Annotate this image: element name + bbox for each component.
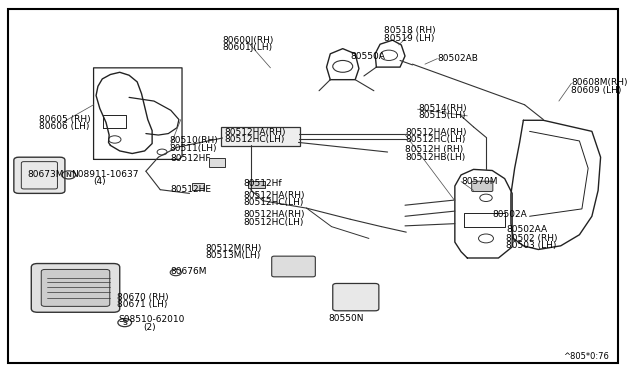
Text: 80512HC(LH): 80512HC(LH) <box>243 218 303 227</box>
Text: 80606 (LH): 80606 (LH) <box>39 122 89 131</box>
FancyBboxPatch shape <box>41 269 110 307</box>
Text: N: N <box>66 172 72 178</box>
FancyBboxPatch shape <box>248 181 266 188</box>
FancyBboxPatch shape <box>8 9 618 363</box>
Text: ^805*0:76: ^805*0:76 <box>563 352 609 361</box>
Text: 80512HE: 80512HE <box>171 185 212 194</box>
Text: 80512HA(RH): 80512HA(RH) <box>225 128 286 137</box>
FancyBboxPatch shape <box>221 126 300 147</box>
Text: 80502AA: 80502AA <box>506 225 547 234</box>
Text: 80605 (RH): 80605 (RH) <box>39 115 90 124</box>
FancyBboxPatch shape <box>192 183 204 190</box>
Text: 80670 (RH): 80670 (RH) <box>116 293 168 302</box>
Text: 80513M(LH): 80513M(LH) <box>205 251 261 260</box>
Text: 80600J(RH): 80600J(RH) <box>223 36 274 45</box>
Text: 80512HC(LH): 80512HC(LH) <box>243 198 303 207</box>
Text: 80512HA(RH): 80512HA(RH) <box>405 128 467 137</box>
Text: 80512Hf: 80512Hf <box>243 179 282 188</box>
Text: 80512HC(LH): 80512HC(LH) <box>225 135 285 144</box>
Text: N08911-10637: N08911-10637 <box>71 170 139 179</box>
Text: 80512HC(LH): 80512HC(LH) <box>405 135 465 144</box>
FancyBboxPatch shape <box>272 256 316 277</box>
Text: 80502A: 80502A <box>492 210 527 219</box>
Text: 80673M: 80673M <box>28 170 64 179</box>
FancyBboxPatch shape <box>333 283 379 311</box>
Text: 80512HB(LH): 80512HB(LH) <box>405 153 465 162</box>
Text: 80510(RH): 80510(RH) <box>170 137 218 145</box>
Text: 80512H (RH): 80512H (RH) <box>405 145 463 154</box>
Text: 80519 (LH): 80519 (LH) <box>385 34 435 43</box>
Text: 80608M(RH): 80608M(RH) <box>572 78 628 87</box>
Text: 80502 (RH): 80502 (RH) <box>506 234 557 243</box>
Text: 80570M: 80570M <box>461 177 497 186</box>
Text: 80601J(LH): 80601J(LH) <box>223 43 273 52</box>
Text: 80512M(RH): 80512M(RH) <box>205 244 262 253</box>
Text: 80512HA(RH): 80512HA(RH) <box>243 191 305 200</box>
Text: (2): (2) <box>143 323 156 331</box>
Text: 80511(LH): 80511(LH) <box>170 144 217 153</box>
Text: S08510-62010: S08510-62010 <box>118 315 185 324</box>
Text: 80518 (RH): 80518 (RH) <box>385 26 436 35</box>
FancyBboxPatch shape <box>209 158 225 167</box>
Text: 80676M: 80676M <box>171 267 207 276</box>
Text: 80512HA(RH): 80512HA(RH) <box>243 210 305 219</box>
Text: 80609 (LH): 80609 (LH) <box>572 86 621 94</box>
Text: 80502AB: 80502AB <box>437 54 478 63</box>
FancyBboxPatch shape <box>472 181 493 192</box>
FancyBboxPatch shape <box>31 263 120 312</box>
Text: 80550N: 80550N <box>328 314 364 323</box>
Text: 80671 (LH): 80671 (LH) <box>116 300 167 310</box>
FancyBboxPatch shape <box>14 157 65 193</box>
Text: 80550A: 80550A <box>350 52 385 61</box>
Text: 80514(RH): 80514(RH) <box>419 104 467 113</box>
Text: 80515(LH): 80515(LH) <box>419 111 466 121</box>
Text: S: S <box>122 320 127 326</box>
Text: 80503 (LH): 80503 (LH) <box>506 241 556 250</box>
Text: 80512HF: 80512HF <box>171 154 211 163</box>
Text: (4): (4) <box>93 177 106 186</box>
